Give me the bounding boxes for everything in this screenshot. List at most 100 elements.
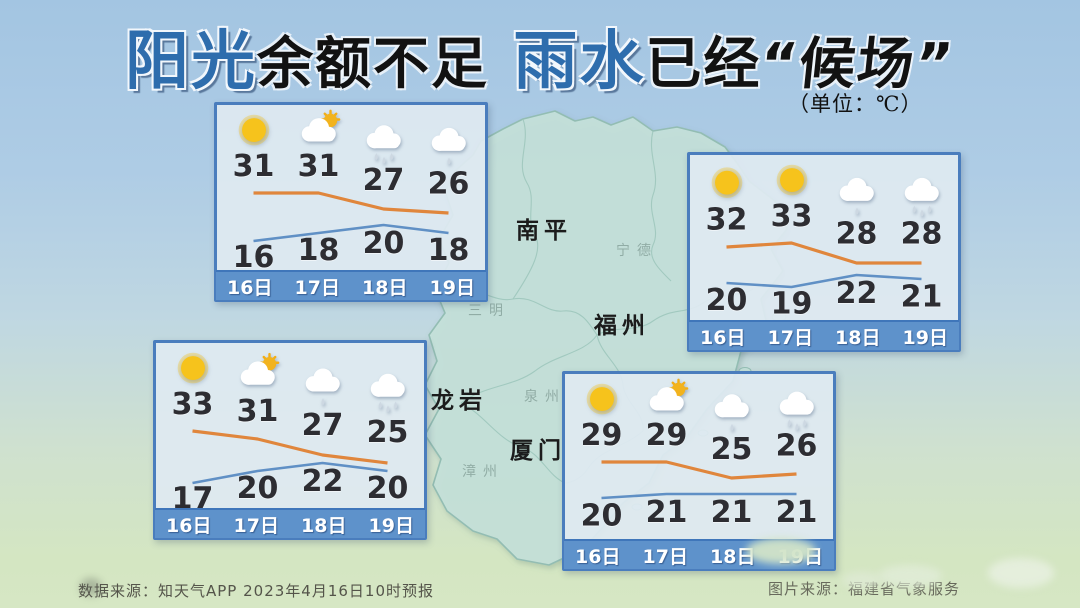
forecast-panel-top-left: 31 16 31 18 27 20 26 18 16日 17日 18日 19日 (214, 102, 488, 302)
sunny-icon (238, 114, 269, 146)
day-column: 31 16 (221, 105, 286, 273)
low-temp-value: 18 (427, 233, 470, 268)
light-rain-icon (839, 177, 874, 215)
sunny-icon (711, 167, 742, 198)
high-temp-value: 27 (362, 163, 405, 198)
day-column: 32 20 (694, 155, 759, 316)
low-temp-value: 20 (705, 283, 748, 318)
high-temp-value: 25 (366, 415, 409, 450)
date-label: 18日 (835, 326, 881, 349)
low-temp-line (192, 461, 388, 485)
city-label-bold: 龙岩 (431, 387, 487, 414)
high-temp-value: 31 (297, 149, 340, 184)
rain-icon (366, 125, 401, 164)
day-column: 25 21 (699, 374, 764, 528)
sunny-icon (586, 383, 617, 415)
city-label-faint: 泉州 (524, 389, 566, 405)
day-column: 27 22 (290, 343, 355, 497)
high-temp-line (253, 191, 449, 215)
light-rain-icon (714, 394, 749, 432)
city-label-faint: 三明 (468, 303, 510, 319)
date-label: 16日 (166, 514, 212, 537)
date-bar: 16日 17日 18日 19日 (564, 539, 834, 569)
high-temp-value: 31 (236, 394, 279, 429)
high-temp-value: 29 (580, 418, 623, 453)
low-temp-value: 20 (362, 226, 405, 261)
day-column: 27 20 (351, 105, 416, 259)
partly-cloudy-icon (301, 109, 340, 142)
city-label-bold: 厦门 (510, 437, 566, 464)
date-label: 17日 (294, 276, 340, 299)
day-column: 28 22 (824, 155, 889, 309)
sunny-icon (776, 164, 807, 196)
date-label: 16日 (227, 276, 273, 299)
high-temp-value: 25 (710, 432, 753, 467)
image-source-note: 图片来源：福建省气象服务 (768, 580, 961, 598)
city-label-bold: 福州 (594, 312, 650, 339)
low-temp-value: 19 (770, 286, 813, 322)
day-column: 26 18 (416, 105, 481, 266)
date-bar: 16日 17日 18日 19日 (155, 508, 425, 538)
low-temp-value: 20 (580, 498, 623, 534)
partly-cloudy-icon (649, 378, 688, 411)
rain-icon (370, 373, 405, 413)
watermark-smudge (988, 558, 1054, 588)
date-label: 19日 (902, 326, 948, 349)
high-temp-line (726, 241, 922, 265)
high-temp-value: 32 (705, 202, 748, 238)
day-column: 33 17 (160, 343, 225, 514)
forecast-columns: 33 17 31 20 27 22 25 20 (156, 343, 424, 514)
high-temp-line (192, 429, 388, 465)
high-temp-value: 29 (645, 418, 688, 453)
date-bar: 16日 17日 18日 19日 (216, 270, 486, 300)
date-label: 19日 (777, 545, 823, 568)
title-rain-word: 雨水 (489, 25, 646, 99)
low-temp-value: 21 (710, 495, 753, 530)
forecast-columns: 31 16 31 18 27 20 26 18 (217, 105, 485, 273)
high-temp-value: 27 (301, 408, 344, 443)
date-label: 19日 (368, 514, 414, 537)
forecast-panel-top-right: 32 20 33 19 28 22 28 21 16日 17日 18日 19日 (687, 152, 961, 352)
day-column: 31 20 (225, 343, 290, 504)
city-label-bold: 南平 (516, 217, 572, 244)
high-temp-value: 31 (232, 149, 275, 184)
title-sun-word: 阳光 (125, 25, 258, 99)
rain-icon (779, 391, 814, 431)
unit-label: （单位：℃） (788, 92, 923, 116)
page-title: 阳光余额不足 雨水已经“候场” (0, 10, 1080, 102)
low-temp-value: 20 (236, 471, 279, 506)
data-source-note: 数据来源：知天气APP 2023年4月16日10时预报 (78, 582, 435, 600)
date-label: 17日 (767, 326, 813, 349)
day-column: 29 21 (634, 374, 699, 528)
sunny-icon (177, 352, 208, 384)
low-temp-line (601, 492, 797, 500)
temp-trend-lines (726, 241, 922, 289)
date-label: 18日 (710, 545, 756, 568)
high-temp-value: 28 (835, 216, 878, 252)
low-temp-value: 16 (232, 240, 275, 275)
low-temp-line (726, 273, 922, 289)
temp-trend-lines (601, 460, 797, 500)
forecast-panel-bottom-left: 33 17 31 20 27 22 25 20 16日 17日 18日 19日 (153, 340, 427, 540)
date-label: 16日 (575, 545, 621, 568)
low-temp-value: 21 (775, 495, 818, 530)
title-sun-phrase: 余额不足 (257, 32, 490, 97)
day-column: 26 21 (764, 374, 829, 528)
day-column: 25 20 (355, 343, 420, 504)
low-temp-value: 21 (900, 279, 943, 315)
day-column: 29 20 (569, 374, 634, 531)
date-label: 17日 (642, 545, 688, 568)
title-rain-phrase: 已经 (645, 32, 762, 97)
high-temp-value: 26 (775, 428, 818, 464)
date-label: 16日 (700, 326, 746, 349)
temp-trend-lines (192, 429, 388, 485)
forecast-columns: 32 20 33 19 28 22 28 21 (690, 155, 958, 321)
date-label: 18日 (301, 514, 347, 537)
low-temp-value: 20 (366, 471, 409, 506)
high-temp-value: 28 (900, 216, 943, 252)
rain-icon (904, 177, 939, 217)
date-label: 17日 (233, 514, 279, 537)
day-column: 33 19 (759, 155, 824, 319)
date-label: 19日 (429, 276, 475, 299)
partly-cloudy-icon (240, 352, 279, 385)
